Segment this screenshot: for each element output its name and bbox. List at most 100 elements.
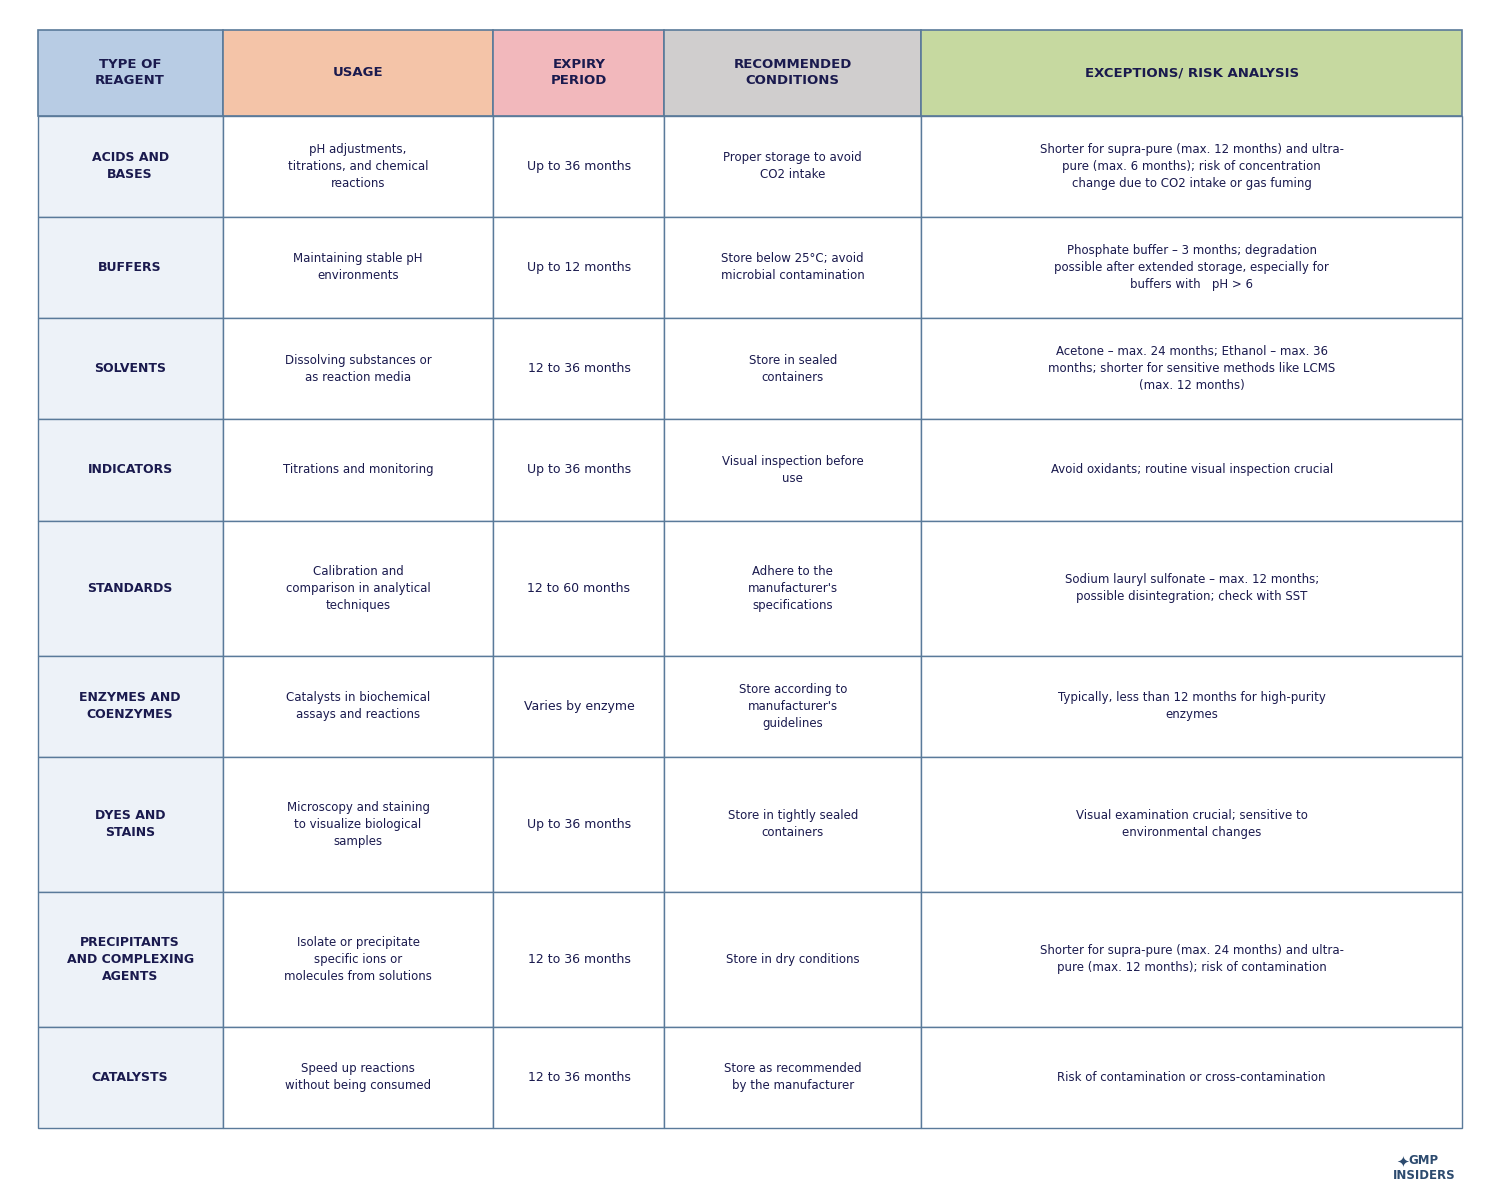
Text: BUFFERS: BUFFERS: [99, 260, 162, 274]
Text: ACIDS AND
BASES: ACIDS AND BASES: [92, 151, 168, 181]
Text: Adhere to the
manufacturer's
specifications: Adhere to the manufacturer's specificati…: [747, 564, 839, 612]
Text: ✦: ✦: [1396, 1154, 1408, 1170]
Text: Visual inspection before
use: Visual inspection before use: [722, 455, 864, 485]
FancyBboxPatch shape: [921, 757, 1462, 892]
Text: 12 to 36 months: 12 to 36 months: [528, 362, 630, 376]
FancyBboxPatch shape: [494, 521, 664, 655]
FancyBboxPatch shape: [664, 757, 921, 892]
Text: Store in sealed
containers: Store in sealed containers: [748, 354, 837, 384]
Text: Avoid oxidants; routine visual inspection crucial: Avoid oxidants; routine visual inspectio…: [1050, 463, 1334, 476]
Text: 12 to 36 months: 12 to 36 months: [528, 953, 630, 966]
Text: Maintaining stable pH
environments: Maintaining stable pH environments: [294, 252, 423, 282]
FancyBboxPatch shape: [921, 655, 1462, 757]
Text: Up to 12 months: Up to 12 months: [526, 260, 632, 274]
Text: Store according to
manufacturer's
guidelines: Store according to manufacturer's guidel…: [738, 683, 847, 730]
FancyBboxPatch shape: [494, 419, 664, 521]
FancyBboxPatch shape: [664, 115, 921, 217]
Text: Store as recommended
by the manufacturer: Store as recommended by the manufacturer: [724, 1062, 861, 1092]
FancyBboxPatch shape: [222, 757, 494, 892]
FancyBboxPatch shape: [38, 30, 222, 115]
FancyBboxPatch shape: [38, 521, 222, 655]
FancyBboxPatch shape: [664, 217, 921, 318]
Text: EXCEPTIONS/ RISK ANALYSIS: EXCEPTIONS/ RISK ANALYSIS: [1084, 66, 1299, 79]
FancyBboxPatch shape: [664, 30, 921, 115]
FancyBboxPatch shape: [222, 1027, 494, 1128]
Text: ENZYMES AND
COENZYMES: ENZYMES AND COENZYMES: [80, 691, 182, 721]
FancyBboxPatch shape: [38, 115, 222, 217]
Text: STANDARDS: STANDARDS: [87, 582, 172, 594]
Text: Acetone – max. 24 months; Ethanol – max. 36
months; shorter for sensitive method: Acetone – max. 24 months; Ethanol – max.…: [1048, 346, 1335, 392]
FancyBboxPatch shape: [38, 1027, 222, 1128]
FancyBboxPatch shape: [921, 30, 1462, 115]
FancyBboxPatch shape: [494, 318, 664, 419]
Text: Risk of contamination or cross-contamination: Risk of contamination or cross-contamina…: [1058, 1070, 1326, 1084]
FancyBboxPatch shape: [921, 892, 1462, 1027]
Text: pH adjustments,
titrations, and chemical
reactions: pH adjustments, titrations, and chemical…: [288, 143, 429, 190]
FancyBboxPatch shape: [921, 318, 1462, 419]
Text: Varies by enzyme: Varies by enzyme: [524, 700, 634, 713]
Text: Proper storage to avoid
CO2 intake: Proper storage to avoid CO2 intake: [723, 151, 862, 181]
Text: Shorter for supra-pure (max. 24 months) and ultra-
pure (max. 12 months); risk o: Shorter for supra-pure (max. 24 months) …: [1040, 944, 1344, 974]
FancyBboxPatch shape: [222, 318, 494, 419]
Text: Up to 36 months: Up to 36 months: [526, 817, 632, 830]
FancyBboxPatch shape: [921, 217, 1462, 318]
FancyBboxPatch shape: [494, 217, 664, 318]
FancyBboxPatch shape: [664, 892, 921, 1027]
Text: Shorter for supra-pure (max. 12 months) and ultra-
pure (max. 6 months); risk of: Shorter for supra-pure (max. 12 months) …: [1040, 143, 1344, 190]
Text: Store in dry conditions: Store in dry conditions: [726, 953, 860, 966]
Text: Visual examination crucial; sensitive to
environmental changes: Visual examination crucial; sensitive to…: [1076, 809, 1308, 839]
FancyBboxPatch shape: [222, 217, 494, 318]
Text: 12 to 60 months: 12 to 60 months: [528, 582, 630, 594]
Text: Typically, less than 12 months for high-purity
enzymes: Typically, less than 12 months for high-…: [1058, 691, 1326, 721]
Text: USAGE: USAGE: [333, 66, 384, 79]
Text: Catalysts in biochemical
assays and reactions: Catalysts in biochemical assays and reac…: [286, 691, 430, 721]
Text: EXPIRY
PERIOD: EXPIRY PERIOD: [550, 59, 608, 88]
Text: SOLVENTS: SOLVENTS: [94, 362, 166, 376]
Text: Isolate or precipitate
specific ions or
molecules from solutions: Isolate or precipitate specific ions or …: [284, 936, 432, 983]
FancyBboxPatch shape: [222, 419, 494, 521]
FancyBboxPatch shape: [921, 115, 1462, 217]
FancyBboxPatch shape: [921, 1027, 1462, 1128]
Text: TYPE OF
REAGENT: TYPE OF REAGENT: [94, 59, 165, 88]
FancyBboxPatch shape: [664, 318, 921, 419]
FancyBboxPatch shape: [494, 1027, 664, 1128]
FancyBboxPatch shape: [38, 892, 222, 1027]
Text: RECOMMENDED
CONDITIONS: RECOMMENDED CONDITIONS: [734, 59, 852, 88]
FancyBboxPatch shape: [222, 892, 494, 1027]
Text: Store in tightly sealed
containers: Store in tightly sealed containers: [728, 809, 858, 839]
Text: Microscopy and staining
to visualize biological
samples: Microscopy and staining to visualize bio…: [286, 800, 429, 847]
FancyBboxPatch shape: [494, 30, 664, 115]
FancyBboxPatch shape: [921, 521, 1462, 655]
FancyBboxPatch shape: [494, 892, 664, 1027]
FancyBboxPatch shape: [494, 757, 664, 892]
Text: Titrations and monitoring: Titrations and monitoring: [284, 463, 434, 476]
Text: Calibration and
comparison in analytical
techniques: Calibration and comparison in analytical…: [285, 564, 430, 612]
FancyBboxPatch shape: [38, 419, 222, 521]
FancyBboxPatch shape: [664, 419, 921, 521]
FancyBboxPatch shape: [921, 419, 1462, 521]
Text: DYES AND
STAINS: DYES AND STAINS: [94, 809, 165, 839]
Text: Speed up reactions
without being consumed: Speed up reactions without being consume…: [285, 1062, 430, 1092]
Text: Dissolving substances or
as reaction media: Dissolving substances or as reaction med…: [285, 354, 432, 384]
FancyBboxPatch shape: [494, 115, 664, 217]
Text: GMP
INSIDERS: GMP INSIDERS: [1392, 1154, 1455, 1182]
Text: PRECIPITANTS
AND COMPLEXING
AGENTS: PRECIPITANTS AND COMPLEXING AGENTS: [66, 936, 194, 983]
FancyBboxPatch shape: [664, 655, 921, 757]
FancyBboxPatch shape: [38, 217, 222, 318]
Text: 12 to 36 months: 12 to 36 months: [528, 1070, 630, 1084]
FancyBboxPatch shape: [664, 1027, 921, 1128]
FancyBboxPatch shape: [38, 757, 222, 892]
FancyBboxPatch shape: [222, 30, 494, 115]
Text: Up to 36 months: Up to 36 months: [526, 463, 632, 476]
FancyBboxPatch shape: [664, 521, 921, 655]
FancyBboxPatch shape: [38, 318, 222, 419]
FancyBboxPatch shape: [494, 655, 664, 757]
Text: Store below 25°C; avoid
microbial contamination: Store below 25°C; avoid microbial contam…: [722, 252, 864, 282]
FancyBboxPatch shape: [222, 655, 494, 757]
FancyBboxPatch shape: [38, 655, 222, 757]
Text: Up to 36 months: Up to 36 months: [526, 160, 632, 173]
Text: Phosphate buffer – 3 months; degradation
possible after extended storage, especi: Phosphate buffer – 3 months; degradation…: [1054, 244, 1329, 290]
Text: Sodium lauryl sulfonate – max. 12 months;
possible disintegration; check with SS: Sodium lauryl sulfonate – max. 12 months…: [1065, 574, 1318, 604]
Text: CATALYSTS: CATALYSTS: [92, 1070, 168, 1084]
Text: INDICATORS: INDICATORS: [87, 463, 172, 476]
